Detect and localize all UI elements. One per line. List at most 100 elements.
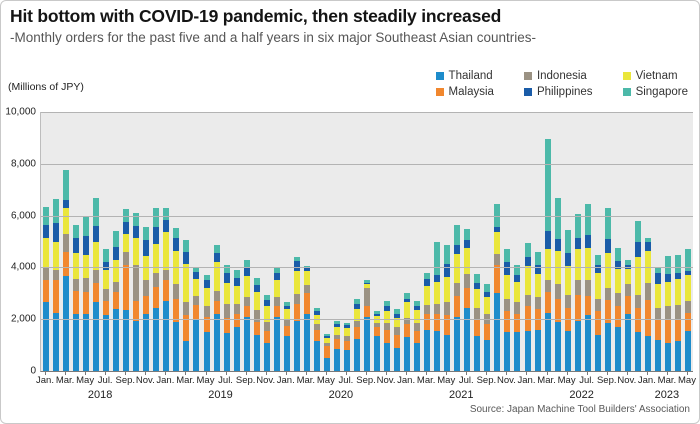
bar-segment-philippines xyxy=(123,222,130,234)
x-tick-label: May xyxy=(437,375,456,386)
x-tick-mark xyxy=(165,372,167,375)
bar-segment-indonesia xyxy=(123,251,130,265)
stacked-bar-month-8 xyxy=(113,112,120,371)
x-tick-label: May xyxy=(557,375,576,386)
stacked-bar-month-30 xyxy=(333,112,340,371)
bar-segment-thailand xyxy=(464,307,471,371)
bar-segment-vietnam xyxy=(323,337,330,344)
x-tick-label: Mar. xyxy=(296,375,316,386)
stacked-bars xyxy=(41,112,693,371)
bar-segment-malaysia xyxy=(53,280,60,313)
bar-segment-vietnam xyxy=(654,284,661,308)
stacked-bar-month-22 xyxy=(253,112,260,371)
stacked-bar-month-53 xyxy=(564,112,571,371)
bar-segment-vietnam xyxy=(223,282,230,304)
bar-segment-malaysia xyxy=(343,341,350,351)
bar-segment-malaysia xyxy=(193,304,200,320)
bar-segment-indonesia xyxy=(233,303,240,315)
bar-segment-thailand xyxy=(53,312,60,371)
chart-subtitle: -Monthly orders for the past five and a … xyxy=(10,30,537,45)
bar-segment-thailand xyxy=(283,336,290,371)
x-tick-mark xyxy=(506,372,508,375)
legend-label: Thailand xyxy=(448,69,493,82)
x-tick-mark xyxy=(426,372,428,375)
bar-slot xyxy=(372,112,382,371)
bar-segment-philippines xyxy=(514,275,521,282)
y-axis-tick-labels: 0 2,000 4,000 6,000 8,000 10,000 xyxy=(2,107,36,377)
bar-segment-indonesia xyxy=(624,284,631,296)
bar-segment-philippines xyxy=(193,271,200,280)
bar-segment-indonesia xyxy=(654,307,661,320)
gridline-2000 xyxy=(41,319,693,321)
x-tick-mark xyxy=(225,372,227,375)
bar-segment-malaysia xyxy=(283,325,290,337)
bar-slot xyxy=(523,112,533,371)
bar-slot xyxy=(161,112,171,371)
bar-segment-vietnam xyxy=(534,273,541,298)
y-tick-label-2000: 2,000 xyxy=(10,313,36,325)
bar-segment-thailand xyxy=(574,320,581,371)
bar-segment-thailand xyxy=(133,320,140,371)
bar-segment-malaysia xyxy=(554,298,561,322)
bar-segment-thailand xyxy=(103,315,110,371)
stacked-bar-month-42 xyxy=(454,112,461,371)
bar-segment-malaysia xyxy=(474,319,481,337)
bar-segment-philippines xyxy=(273,273,280,281)
x-tick-mark xyxy=(386,372,388,375)
x-tick-label: May xyxy=(196,375,215,386)
bar-segment-thailand xyxy=(263,342,270,371)
bar-segment-indonesia xyxy=(193,295,200,305)
bar-segment-malaysia xyxy=(43,280,50,303)
bar-slot xyxy=(252,112,262,371)
bar-segment-malaysia xyxy=(514,314,521,333)
bar-segment-vietnam xyxy=(674,279,681,305)
bar-segment-singapore xyxy=(474,273,481,283)
bar-segment-singapore xyxy=(213,245,220,254)
x-axis-ticks xyxy=(40,372,692,375)
x-tick-mark xyxy=(325,372,327,375)
bar-segment-malaysia xyxy=(353,326,360,339)
bar-segment-indonesia xyxy=(103,289,110,302)
bar-segment-indonesia xyxy=(514,302,521,315)
bar-segment-malaysia xyxy=(664,319,671,343)
x-axis-tick-labels: Jan. Mar. May Jul. Sep. Nov. Jan. Mar. May Jul. Se… xyxy=(36,375,696,387)
bar-slot xyxy=(81,112,91,371)
x-axis-year-labels: 2018 2019 2020 2021 2022 2023 xyxy=(40,389,692,402)
bar-segment-singapore xyxy=(685,249,692,272)
bar-segment-indonesia xyxy=(604,288,611,300)
bar-segment-vietnam xyxy=(494,232,501,254)
bar-segment-philippines xyxy=(494,226,501,233)
bar-segment-philippines xyxy=(173,237,180,251)
x-tick-mark xyxy=(606,372,608,375)
x-tick-label: May xyxy=(316,375,335,386)
bar-segment-malaysia xyxy=(273,306,280,317)
bar-segment-indonesia xyxy=(333,334,340,339)
bar-segment-vietnam xyxy=(604,253,611,289)
bar-segment-singapore xyxy=(273,266,280,274)
chart-title: Hit bottom with COVID-19 pandemic, then … xyxy=(10,6,502,26)
bar-segment-thailand xyxy=(484,339,491,371)
bar-segment-thailand xyxy=(674,341,681,371)
bar-segment-indonesia xyxy=(594,298,601,312)
bar-segment-singapore xyxy=(514,264,521,276)
bar-slot xyxy=(91,112,101,371)
bar-segment-vietnam xyxy=(343,328,350,337)
x-tick-label: Nov. xyxy=(376,375,396,386)
stacked-bar-month-43 xyxy=(464,112,471,371)
bar-segment-philippines xyxy=(83,236,90,255)
stacked-bar-month-11 xyxy=(143,112,150,371)
bar-segment-malaysia xyxy=(524,306,531,331)
bar-slot xyxy=(452,112,462,371)
bar-segment-singapore xyxy=(464,228,471,241)
bar-segment-singapore xyxy=(353,298,360,304)
bar-segment-indonesia xyxy=(404,317,411,325)
stacked-bar-month-57 xyxy=(604,112,611,371)
stacked-bar-month-31 xyxy=(343,112,350,371)
x-tick-mark xyxy=(85,372,87,375)
bar-segment-malaysia xyxy=(654,319,661,340)
legend-item-thailand: Thailand xyxy=(435,68,494,83)
bar-segment-thailand xyxy=(273,316,280,371)
gridline-4000 xyxy=(41,267,693,269)
bar-segment-philippines xyxy=(624,264,631,269)
stacked-bar-month-3 xyxy=(63,112,70,371)
